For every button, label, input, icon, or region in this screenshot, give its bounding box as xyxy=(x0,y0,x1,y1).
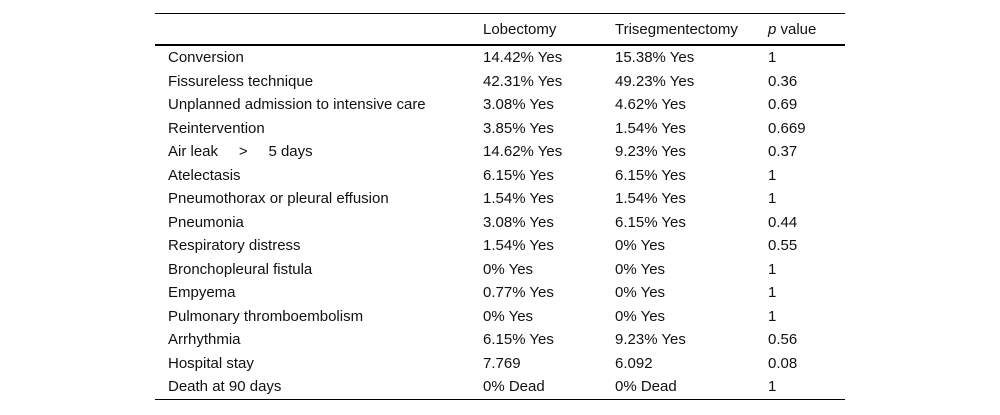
row-label: Conversion xyxy=(168,49,244,66)
row-label: Fissureless technique xyxy=(168,72,314,90)
table-row: Fissureless technique 42.31% Yes 49.23% … xyxy=(155,70,845,94)
trisegmentectomy-value: 9.23% Yes xyxy=(615,331,686,348)
trisegmentectomy-value: 0% Yes xyxy=(615,284,666,301)
trisegmentectomy-value: 0% Dead xyxy=(615,378,677,395)
row-label: Unplanned admission to intensive care xyxy=(168,96,426,113)
lobectomy-value: 0% Dead xyxy=(483,378,545,395)
row-label: Respiratory distress xyxy=(168,237,301,254)
p-value-rest: value xyxy=(776,20,817,38)
p-value: 1 xyxy=(768,260,777,278)
table-row: Conversion 14.42% Yes 15.38% Yes 1 xyxy=(155,45,845,70)
table-header: Lobectomy Trisegmentectomy p value xyxy=(155,14,845,46)
p-value: 1 xyxy=(768,284,777,301)
p-value: 0.37 xyxy=(768,143,798,160)
p-symbol: p xyxy=(768,20,777,38)
lobectomy-value: 0.77% Yes xyxy=(483,284,554,301)
lobectomy-value: 0% Yes xyxy=(483,307,534,325)
trisegmentectomy-value: 0% Yes xyxy=(615,260,666,278)
lobectomy-value: 6.15% Yes xyxy=(483,331,554,348)
p-value: 1 xyxy=(768,49,777,66)
trisegmentectomy-value: 6.15% Yes xyxy=(615,166,686,184)
lobectomy-value: 1.54% Yes xyxy=(483,190,554,207)
p-value: 0.56 xyxy=(768,331,798,348)
p-value: 0.69 xyxy=(768,96,798,113)
table-row: Reintervention 3.85% Yes 1.54% Yes 0.669 xyxy=(155,117,845,141)
p-value: 1 xyxy=(768,190,777,207)
trisegmentectomy-value: 0% Yes xyxy=(615,307,666,325)
table-row: Pneumothorax or pleural effusion 1.54% Y… xyxy=(155,187,845,211)
lobectomy-value: 3.85% Yes xyxy=(483,119,554,137)
table-row: Pulmonary thromboembolism 0% Yes 0% Yes … xyxy=(155,305,845,329)
trisegmentectomy-value: 6.15% Yes xyxy=(615,213,686,231)
lobectomy-value: 14.42% Yes xyxy=(483,49,563,66)
header-trisegmentectomy: Trisegmentectomy xyxy=(615,20,738,38)
p-value: 1 xyxy=(768,166,777,184)
p-value: 0.08 xyxy=(768,354,798,372)
row-label: Pneumothorax or pleural effusion xyxy=(168,190,389,207)
header-p-value: p value xyxy=(768,14,845,46)
table-row: Unplanned admission to intensive care 3.… xyxy=(155,93,845,117)
table-row: Death at 90 days 0% Dead 0% Dead 1 xyxy=(155,375,845,399)
header-empty-cell xyxy=(155,14,483,46)
trisegmentectomy-value: 6.092 xyxy=(615,354,653,372)
outcomes-table-container: Lobectomy Trisegmentectomy p value Conve… xyxy=(155,13,845,400)
p-value: 0.36 xyxy=(768,72,798,90)
p-value: 1 xyxy=(768,378,777,395)
lobectomy-value: 3.08% Yes xyxy=(483,213,554,231)
p-value: 0.44 xyxy=(768,213,798,231)
lobectomy-value: 3.08% Yes xyxy=(483,96,554,113)
row-label: Pulmonary thromboembolism xyxy=(168,307,364,325)
trisegmentectomy-value: 4.62% Yes xyxy=(615,96,686,113)
row-label: Reintervention xyxy=(168,119,265,137)
row-label: Arrhythmia xyxy=(168,331,241,348)
lobectomy-value: 7.769 xyxy=(483,354,521,372)
header-row: Lobectomy Trisegmentectomy p value xyxy=(155,14,845,46)
header-lobectomy: Lobectomy xyxy=(483,20,557,38)
row-label: Hospital stay xyxy=(168,354,254,372)
row-label: Death at 90 days xyxy=(168,378,282,395)
table-row: Atelectasis 6.15% Yes 6.15% Yes 1 xyxy=(155,164,845,188)
trisegmentectomy-value: 0% Yes xyxy=(615,237,666,254)
table-row: Hospital stay 7.769 6.092 0.08 xyxy=(155,352,845,376)
lobectomy-value: 1.54% Yes xyxy=(483,237,554,254)
table-row: Empyema 0.77% Yes 0% Yes 1 xyxy=(155,281,845,305)
row-label: Bronchopleural fistula xyxy=(168,260,313,278)
p-value: 0.669 xyxy=(768,119,806,137)
row-label: Air leak > 5 days xyxy=(168,143,313,160)
trisegmentectomy-value: 1.54% Yes xyxy=(615,119,686,137)
table-row: Respiratory distress 1.54% Yes 0% Yes 0.… xyxy=(155,234,845,258)
table-row: Arrhythmia 6.15% Yes 9.23% Yes 0.56 xyxy=(155,328,845,352)
trisegmentectomy-value: 1.54% Yes xyxy=(615,190,686,207)
row-label: Atelectasis xyxy=(168,166,241,184)
p-value: 1 xyxy=(768,307,777,325)
trisegmentectomy-value: 49.23% Yes xyxy=(615,72,695,90)
table-row: Bronchopleural fistula 0% Yes 0% Yes 1 xyxy=(155,258,845,282)
lobectomy-value: 42.31% Yes xyxy=(483,72,563,90)
table-row: Pneumonia 3.08% Yes 6.15% Yes 0.44 xyxy=(155,211,845,235)
trisegmentectomy-value: 15.38% Yes xyxy=(615,49,695,66)
lobectomy-value: 6.15% Yes xyxy=(483,166,554,184)
row-label: Pneumonia xyxy=(168,213,244,231)
trisegmentectomy-value: 9.23% Yes xyxy=(615,143,686,160)
table-body: Conversion 14.42% Yes 15.38% Yes 1 Fissu… xyxy=(155,45,845,399)
lobectomy-value: 14.62% Yes xyxy=(483,143,563,160)
p-value: 0.55 xyxy=(768,237,798,254)
lobectomy-value: 0% Yes xyxy=(483,260,534,278)
outcomes-comparison-table: Lobectomy Trisegmentectomy p value Conve… xyxy=(155,13,845,400)
table-row: Air leak > 5 days 14.62% Yes 9.23% Yes 0… xyxy=(155,140,845,164)
row-label: Empyema xyxy=(168,284,236,301)
